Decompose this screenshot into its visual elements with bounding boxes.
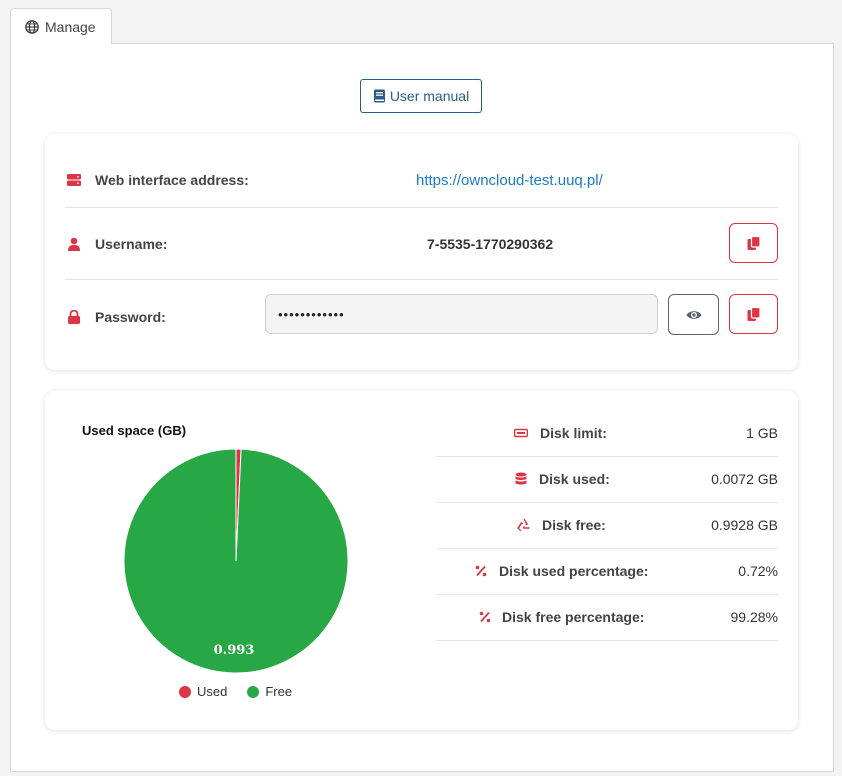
web-address-link[interactable]: https://owncloud-test.uuq.pl/ <box>416 172 603 189</box>
web-address-label: Web interface address: <box>95 172 249 188</box>
pie-data-label-free: 0.993 <box>214 643 255 658</box>
database-icon <box>515 472 527 485</box>
eye-icon <box>686 310 701 319</box>
stat-value: 0.9928 GB <box>711 517 778 533</box>
show-password-button[interactable] <box>668 294 719 335</box>
web-address-row: Web interface address: https://owncloud-… <box>65 146 778 208</box>
stat-row-disk-used-percentage: Disk used percentage: 0.72% <box>436 549 778 595</box>
stat-value: 0.0072 GB <box>711 471 778 487</box>
pie-chart: 0.993 <box>123 448 349 674</box>
tab-manage[interactable]: Manage <box>10 8 112 44</box>
legend-free-label: Free <box>265 684 293 699</box>
tab-label: Manage <box>45 18 96 35</box>
disk-usage-card: Used space (GB) 0.993 Used Free Disk lim… <box>45 391 798 730</box>
server-icon <box>67 174 81 186</box>
copy-password-button[interactable] <box>729 294 778 334</box>
recycle-icon <box>517 518 530 532</box>
lock-icon <box>68 310 80 324</box>
legend-item-free[interactable]: Free <box>247 684 292 699</box>
stat-row-disk-free: Disk free: 0.9928 GB <box>436 503 778 549</box>
stat-row-disk-free-percentage: Disk free percentage: 99.28% <box>436 595 778 641</box>
stat-label: Disk free: <box>542 517 606 533</box>
percent-icon <box>479 611 491 623</box>
stat-row-disk-used: Disk used: 0.0072 GB <box>436 457 778 503</box>
username-value: 7-5535-1770290362 <box>427 236 554 252</box>
stat-row-disk-limit: Disk limit: 1 GB <box>436 411 778 457</box>
stat-label: Disk free percentage: <box>502 609 645 625</box>
stat-value: 0.72% <box>738 563 778 579</box>
copy-icon <box>747 235 761 250</box>
user-icon <box>68 237 80 251</box>
book-icon <box>373 89 385 103</box>
password-field[interactable] <box>265 294 658 334</box>
password-row: Password: <box>65 280 778 352</box>
username-row: Username: 7-5535-1770290362 <box>65 208 778 280</box>
stat-label: Disk used: <box>539 471 610 487</box>
pie-slice-free[interactable] <box>123 448 349 674</box>
globe-icon <box>25 19 39 34</box>
chart-legend: Used Free <box>179 684 292 699</box>
legend-item-used[interactable]: Used <box>179 684 227 699</box>
legend-free-marker <box>247 685 260 698</box>
hdd-icon <box>514 428 528 438</box>
percent-icon <box>475 565 487 577</box>
stat-value: 1 GB <box>746 425 778 441</box>
copy-username-button[interactable] <box>729 223 778 263</box>
copy-icon <box>747 306 761 321</box>
stat-value: 99.28% <box>730 609 778 625</box>
chart-title: Used space (GB) <box>82 423 187 438</box>
user-manual-label: User manual <box>389 88 470 104</box>
credentials-card: Web interface address: https://owncloud-… <box>45 134 798 370</box>
legend-used-marker <box>179 685 191 698</box>
password-label: Password: <box>95 309 166 325</box>
stat-label: Disk limit: <box>540 425 607 441</box>
username-label: Username: <box>95 236 168 252</box>
stat-label: Disk used percentage: <box>499 563 649 579</box>
legend-used-label: Used <box>197 684 228 699</box>
user-manual-button[interactable]: User manual <box>360 79 482 113</box>
